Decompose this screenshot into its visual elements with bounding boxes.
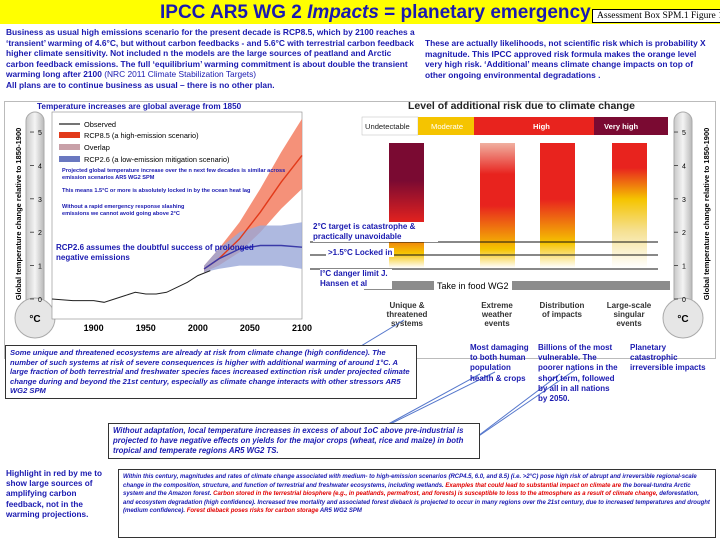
intro-left-plan: All plans are to continue business as us… xyxy=(6,79,275,90)
eco-text-2: the boreal-tundra Arctic system and the … xyxy=(123,482,691,498)
info-planetary: Planetary catastrophic irreversible impa… xyxy=(630,343,706,373)
temperature-chart-title: Temperature increases are global average… xyxy=(37,102,242,111)
scale-label-high: High xyxy=(533,122,550,131)
pointer-billions-b xyxy=(469,369,576,443)
risk-chart: Level of additional risk due to climate … xyxy=(310,100,670,328)
temperature-x-ticks: 1900 1950 2000 2050 2100 xyxy=(84,323,312,333)
legend-swatch-overlap xyxy=(59,144,80,150)
x-tick-label: 1950 xyxy=(136,323,156,333)
left-thermometer-unit: °C xyxy=(29,314,40,325)
assessment-box-label: Assessment Box SPM.1 Figure 1. xyxy=(592,9,720,23)
right-y-axis-label: Global temperature change relative to 18… xyxy=(702,128,711,301)
title-suffix: = planetary emergency xyxy=(378,2,591,23)
right-y-tick-label: 5 xyxy=(682,130,686,137)
legend-label-overlap: Overlap xyxy=(84,143,110,152)
legend-swatch-rcp85 xyxy=(59,132,80,138)
eco-red-2: Carbon stored in the terrestrial biosphe… xyxy=(213,491,658,497)
right-y-tick-label: 4 xyxy=(682,163,686,170)
left-y-axis-label: Global temperature change relative to 18… xyxy=(14,128,23,301)
risk-column-extreme-weather xyxy=(480,143,515,268)
legend-swatch-rcp26 xyxy=(59,156,80,162)
right-thermometer-bulb xyxy=(662,297,704,339)
right-y-tick-label: 3 xyxy=(682,197,686,204)
temperature-y-ticks: 5 4 3 2 1 0 xyxy=(30,130,42,304)
rcp26-series-line xyxy=(203,244,303,270)
x-tick-label: 2050 xyxy=(240,323,260,333)
observed-series-line xyxy=(51,270,211,303)
scale-very-high-swatch xyxy=(594,117,668,135)
eco-text-4: AR5 WG2 SPM xyxy=(318,508,362,514)
left-thermometer-tube xyxy=(25,111,45,313)
scale-label-undetectable: Undetectable xyxy=(365,122,410,131)
pointer-billions-a xyxy=(469,373,561,443)
left-y-tick-label: 3 xyxy=(38,197,42,204)
right-y-ticks: 5 4 3 2 1 0 xyxy=(674,130,686,304)
right-y-tick-label: 2 xyxy=(682,230,686,237)
callout-unique-systems: Some unique and threatened ecosystems ar… xyxy=(5,345,417,399)
column-label-extreme: Extreme weather events xyxy=(481,301,513,328)
intro-left-reference: (NRC 2011 Climate Stabilization Targets) xyxy=(104,69,257,80)
scale-label-very-high: Very high xyxy=(604,122,639,131)
left-y-tick-label: 5 xyxy=(38,130,42,137)
intro-right: These are actually likelihoods, not scie… xyxy=(425,38,706,80)
right-thermometer-tube xyxy=(673,111,693,313)
risk-column-singular-events xyxy=(612,143,647,268)
risk-chart-title: Level of additional risk due to climate … xyxy=(408,100,635,112)
info-most-damaging: Most damaging to both human population h… xyxy=(470,343,529,383)
right-thermometer-unit: °C xyxy=(677,314,688,325)
intro-left-text: Business as usual high emissions scenari… xyxy=(6,27,415,80)
risk-base-bar xyxy=(364,281,670,290)
scale-high-swatch xyxy=(474,117,594,135)
eco-text-3: deforestation, and ecosystem degradation… xyxy=(123,491,710,514)
info-billions: Billions of the most vulnerable. The poo… xyxy=(538,343,618,404)
column-label-unique: Unique & threatened systems xyxy=(387,301,428,328)
page-title: IPCC AR5 WG 2 Impacts = planetary emerge… xyxy=(160,2,591,24)
eco-red-3: Forest dieback poses risks for carbon st… xyxy=(186,508,319,514)
right-y-tick-label: 1 xyxy=(682,264,686,271)
title-prefix: IPCC AR5 WG 2 xyxy=(160,2,308,23)
left-y-tick-label: 4 xyxy=(38,163,42,170)
scale-label-moderate: Moderate xyxy=(431,122,463,131)
label-1-5c-locked: >1.5°C Locked in xyxy=(326,248,395,257)
note-emergency: Without a rapid emergency response slash… xyxy=(62,204,185,217)
x-tick-label: 2100 xyxy=(292,323,312,333)
column-label-singular: Large-scale singular events xyxy=(607,301,652,328)
legend-label-observed: Observed xyxy=(84,120,116,129)
x-tick-label: 1900 xyxy=(84,323,104,333)
label-take-in-food: Take in food WG2 xyxy=(434,281,512,291)
right-y-tick-label: 0 xyxy=(682,297,686,304)
note-rcp26: RCP2.6 assumes the doubtful success of p… xyxy=(56,243,254,262)
label-2c-target: 2°C target is catastrophe & practically … xyxy=(313,222,438,242)
temperature-chart: 5 4 3 2 1 0 1900 1950 2000 2050 2100 xyxy=(30,111,312,333)
eco-red-1: Examples that could lead to substantial … xyxy=(445,482,622,489)
left-y-tick-label: 1 xyxy=(38,264,42,271)
left-y-tick-label: 0 xyxy=(38,297,42,304)
scale-moderate-swatch xyxy=(418,117,474,135)
ecosystem-risk-box: Within this century, magnitudes and rate… xyxy=(118,469,716,538)
note-locked-in: This means 1.5°C or more is absolutely l… xyxy=(62,188,251,194)
eco-text-1: Within this century, magnitudes and rate… xyxy=(123,474,697,489)
temperature-legend: Observed RCP8.5 (a high-emission scenari… xyxy=(59,120,229,164)
legend-label-rcp85: RCP8.5 (a high-emission scenario) xyxy=(84,131,199,140)
title-emphasis: Impacts xyxy=(307,2,379,23)
callout-adaptation: Without adaptation, local temperature in… xyxy=(108,423,480,459)
risk-column-distribution xyxy=(540,143,575,268)
intro-left: Business as usual high emissions scenari… xyxy=(6,27,418,91)
highlight-note: Highlight in red by me to show large sou… xyxy=(6,469,102,519)
x-tick-label: 2000 xyxy=(188,323,208,333)
label-1c-danger: l°C danger limit J. Hansen et al xyxy=(320,269,392,289)
legend-label-rcp26: RCP2.6 (a low-emission mitigation scenar… xyxy=(84,155,229,164)
risk-column-unique-threatened xyxy=(389,143,424,268)
note-projected: Projected global temperature increase ov… xyxy=(62,168,286,181)
column-label-distribution: Distribution of impacts xyxy=(540,301,585,319)
left-y-tick-label: 2 xyxy=(38,230,42,237)
